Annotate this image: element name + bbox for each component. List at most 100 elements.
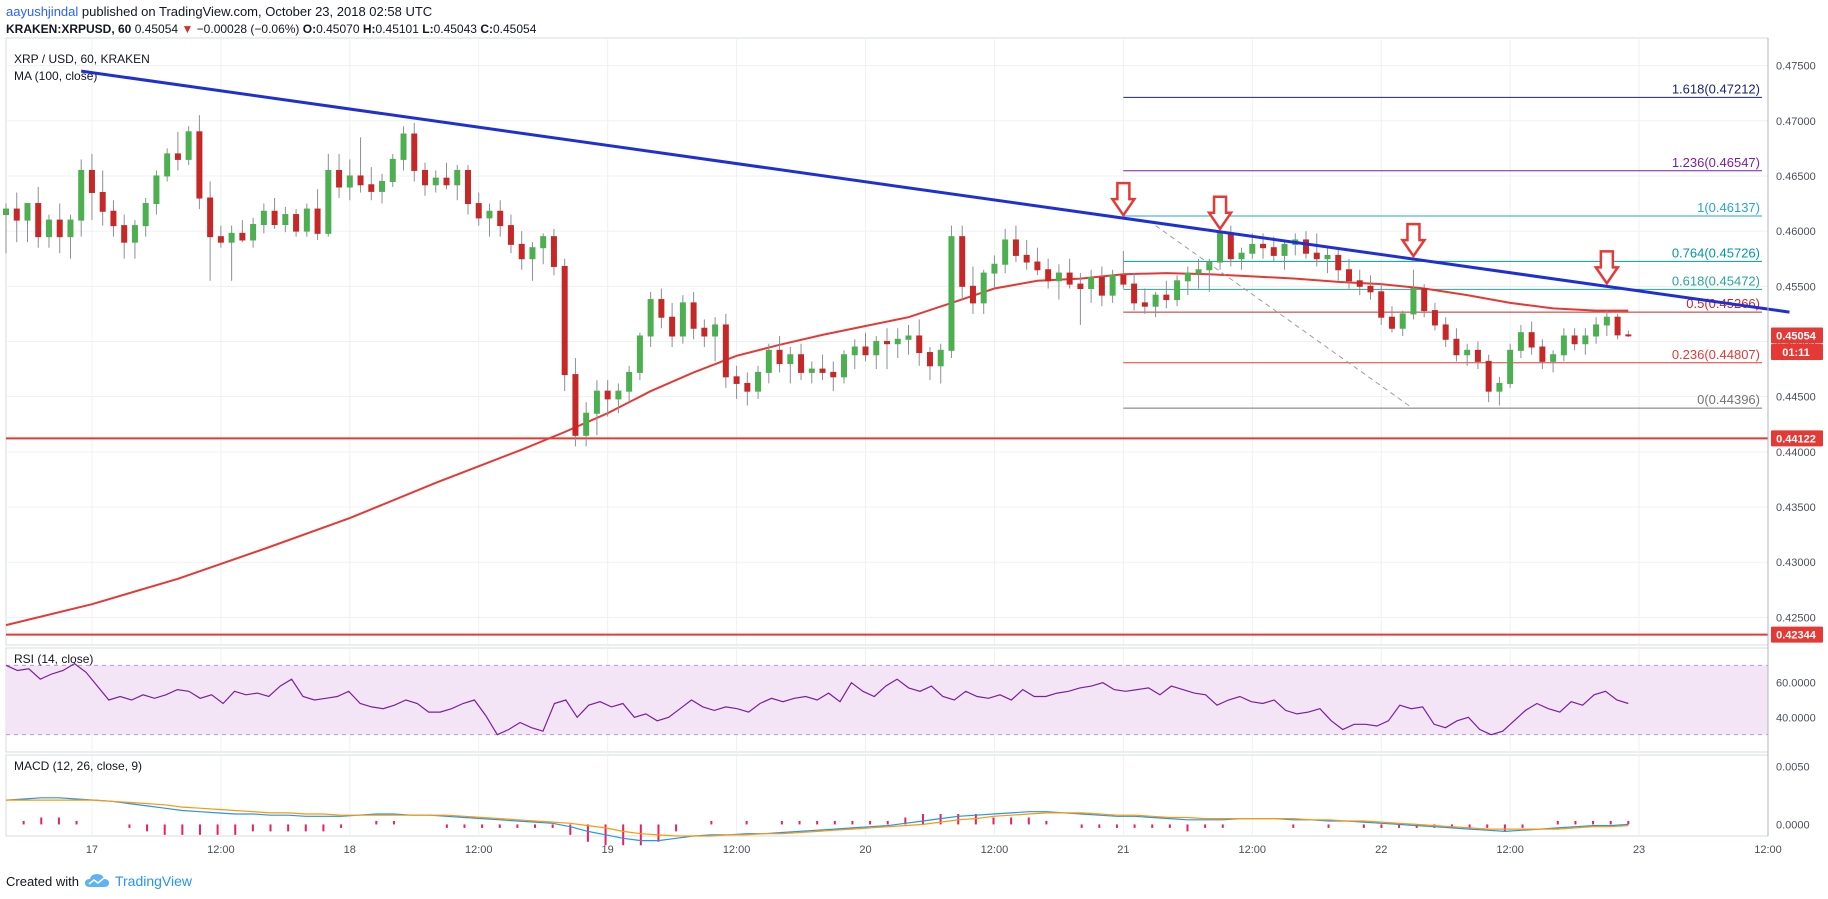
candle-up: [937, 349, 944, 367]
candle-down: [1260, 243, 1267, 249]
candle-up: [1550, 354, 1557, 362]
candle-up: [1195, 269, 1202, 274]
candle-up: [529, 247, 536, 260]
price-change: −0.00028 (−0.06%): [196, 22, 300, 36]
candle-down: [13, 208, 20, 221]
candle-down: [411, 133, 418, 171]
x-tick-label: 12:00: [981, 844, 1009, 856]
candle-down: [776, 349, 783, 365]
rsi-pane[interactable]: RSI (14, close): [5, 652, 1768, 736]
candle-up: [228, 232, 235, 243]
rsi-title: RSI (14, close): [14, 652, 93, 666]
candle-down: [604, 390, 611, 400]
candle-up: [980, 272, 987, 304]
candle-down: [669, 316, 676, 337]
price-label-box: [1771, 626, 1823, 643]
candle-down: [550, 236, 557, 267]
candle-up: [1217, 232, 1224, 263]
axes: 17 12:00 18 12:00 19 12:00 20 12:00 21 12:00 22 12:…: [86, 38, 1823, 856]
candle-down: [1378, 291, 1385, 318]
candle-down: [690, 302, 697, 329]
candle-down: [744, 382, 751, 392]
candle-down: [35, 203, 42, 238]
candle-up: [755, 371, 762, 392]
fib-level-label: 0.236(0.44807): [1672, 347, 1760, 362]
price-label-box: [1771, 327, 1823, 344]
candle-up: [454, 169, 461, 186]
candle-up: [1399, 313, 1406, 329]
candle-up: [346, 175, 353, 188]
footer: Created with TradingView: [6, 873, 192, 889]
candle-down: [271, 210, 278, 226]
candle-down: [722, 324, 729, 378]
candle-up: [583, 412, 590, 436]
candle-up: [282, 214, 289, 226]
down-arrow-icon: [1400, 222, 1427, 259]
macd-pane[interactable]: MACD (12, 26, close, 9): [5, 759, 1630, 846]
candle-up: [1109, 274, 1116, 296]
candle-up: [1174, 280, 1181, 301]
x-tick-label: 19: [602, 844, 614, 856]
low-label: L:: [422, 22, 434, 36]
fib-level-label: 0(0.44396): [1697, 392, 1760, 407]
price-pane[interactable]: XRP / USD, 60, KRAKEN MA (100, close) 1.61…: [3, 52, 1790, 636]
candle-down: [1163, 294, 1170, 301]
publish-text: published on TradingView.com, October 23…: [81, 4, 433, 19]
candle-down: [1453, 338, 1460, 356]
y-tick-label: 0.42500: [1776, 612, 1816, 624]
candle-down: [217, 236, 224, 243]
candle-down: [572, 374, 579, 436]
candle-up: [260, 210, 267, 226]
candle-up: [45, 219, 52, 238]
candle-down: [701, 327, 708, 337]
candle-down: [1345, 269, 1352, 282]
candle-down: [1571, 335, 1578, 345]
candle-down: [969, 285, 976, 304]
candle-down: [1625, 334, 1632, 337]
candle-down: [443, 177, 450, 186]
candle-down: [916, 335, 923, 354]
candle-down: [862, 346, 869, 356]
tradingview-cloud-icon: [84, 874, 109, 887]
candle-down: [1614, 316, 1621, 336]
candle-down: [422, 169, 429, 186]
x-tick-label: 21: [1117, 844, 1129, 856]
x-tick-label: 12:00: [723, 844, 751, 856]
candle-up: [1582, 335, 1589, 345]
tradingview-link[interactable]: TradingView: [114, 873, 193, 889]
x-tick-label: 12:00: [1239, 844, 1267, 856]
candle-up: [1593, 324, 1600, 337]
candle-down: [1539, 346, 1546, 362]
candle-down: [314, 208, 321, 234]
candle-up: [1410, 288, 1417, 315]
chart-area[interactable]: XRP / USD, 60, KRAKEN MA (100, close) 1.61…: [0, 0, 1828, 870]
candle-up: [1507, 349, 1514, 384]
candle-down: [1034, 261, 1041, 271]
candle-up: [1281, 243, 1288, 256]
macd-tick-label: 0.0000: [1776, 819, 1810, 831]
candle-up: [131, 225, 138, 243]
fib-level-label: 0.618(0.45472): [1672, 273, 1760, 288]
fib-level-label: 1(0.46137): [1697, 200, 1760, 215]
candle-down: [819, 368, 826, 373]
candle-down: [830, 371, 837, 378]
candle-up: [765, 349, 772, 373]
candle-up: [250, 224, 257, 241]
candle-up: [905, 335, 912, 340]
candle-up: [1517, 332, 1524, 351]
candle-down: [1313, 252, 1320, 260]
author-link[interactable]: aayushjindal: [6, 4, 79, 19]
candle-down: [1356, 280, 1363, 287]
rsi-band: [6, 665, 1768, 735]
candle-up: [948, 236, 955, 351]
candle-up: [67, 219, 74, 238]
candle-up: [873, 341, 880, 356]
candle-down: [733, 376, 740, 384]
macd-line: [5, 797, 1629, 842]
ma-indicator-label: MA (100, close): [14, 69, 97, 83]
candle-up: [593, 390, 600, 414]
candle-up: [894, 338, 901, 345]
x-tick-label: 18: [344, 844, 356, 856]
candle-up: [1324, 254, 1331, 260]
candle-down: [121, 225, 128, 243]
